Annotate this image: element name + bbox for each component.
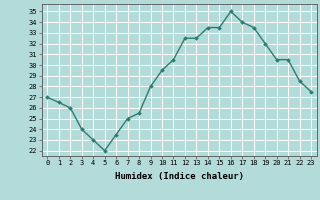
X-axis label: Humidex (Indice chaleur): Humidex (Indice chaleur) bbox=[115, 172, 244, 181]
